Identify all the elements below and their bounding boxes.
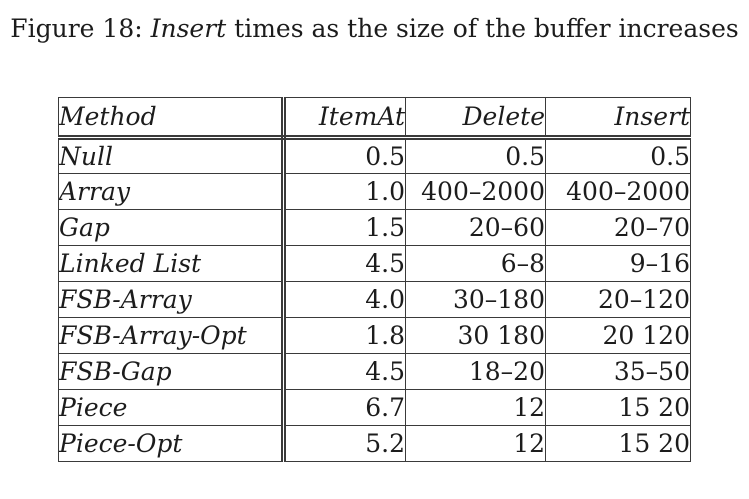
itemat-cell: 1.5 — [283, 209, 406, 246]
itemat-cell: 6.7 — [283, 389, 406, 426]
delete-cell: 12 — [405, 389, 546, 426]
table-row: FSB-Array 4.0 30–180 20–120 — [58, 281, 691, 318]
table-row: Piece 6.7 12 15 20 — [58, 389, 691, 426]
insert-cell: 15 20 — [545, 425, 691, 462]
itemat-cell: 5.2 — [283, 425, 406, 462]
table-row: Linked List 4.5 6–8 9–16 — [58, 245, 691, 282]
delete-cell: 0.5 — [405, 137, 546, 174]
method-cell: FSB-Array-Opt — [58, 317, 286, 354]
itemat-cell: 0.5 — [283, 137, 406, 174]
results-table: Method ItemAt Delete Insert Null 0.5 0.5 0.… — [58, 97, 691, 462]
table-row: Piece-Opt 5.2 12 15 20 — [58, 425, 691, 462]
method-cell: Linked List — [58, 245, 286, 282]
method-cell: Array — [58, 173, 286, 210]
header-delete: Delete — [405, 97, 546, 140]
insert-cell: 9–16 — [545, 245, 691, 282]
table-row: FSB-Array-Opt 1.8 30 180 20 120 — [58, 317, 691, 354]
delete-cell: 400–2000 — [405, 173, 546, 210]
delete-cell: 20–60 — [405, 209, 546, 246]
insert-cell: 0.5 — [545, 137, 691, 174]
insert-cell: 15 20 — [545, 389, 691, 426]
table-row: Gap 1.5 20–60 20–70 — [58, 209, 691, 246]
insert-cell: 20–120 — [545, 281, 691, 318]
insert-cell: 400–2000 — [545, 173, 691, 210]
itemat-cell: 1.8 — [283, 317, 406, 354]
header-method: Method — [58, 97, 286, 140]
delete-cell: 30 180 — [405, 317, 546, 354]
figure-caption: Figure 18: Insert times as the size of t… — [0, 13, 749, 45]
table-row: FSB-Gap 4.5 18–20 35–50 — [58, 353, 691, 390]
caption-emphasis: Insert — [150, 14, 227, 43]
caption-prefix: Figure 18: — [10, 14, 151, 43]
header-itemat: ItemAt — [283, 97, 406, 140]
itemat-cell: 1.0 — [283, 173, 406, 210]
method-cell: Piece-Opt — [58, 425, 286, 462]
method-cell: Gap — [58, 209, 286, 246]
delete-cell: 30–180 — [405, 281, 546, 318]
header-insert: Insert — [545, 97, 691, 140]
method-cell: FSB-Gap — [58, 353, 286, 390]
header-row: Method ItemAt Delete Insert — [58, 97, 691, 140]
table-row: Null 0.5 0.5 0.5 — [58, 137, 691, 174]
itemat-cell: 4.5 — [283, 353, 406, 390]
itemat-cell: 4.0 — [283, 281, 406, 318]
method-cell: FSB-Array — [58, 281, 286, 318]
method-cell: Piece — [58, 389, 286, 426]
itemat-cell: 4.5 — [283, 245, 406, 282]
delete-cell: 6–8 — [405, 245, 546, 282]
insert-cell: 35–50 — [545, 353, 691, 390]
delete-cell: 12 — [405, 425, 546, 462]
delete-cell: 18–20 — [405, 353, 546, 390]
table-row: Array 1.0 400–2000 400–2000 — [58, 173, 691, 210]
caption-suffix: times as the size of the buffer increase… — [226, 14, 739, 43]
insert-cell: 20 120 — [545, 317, 691, 354]
figure-container: Figure 18: Insert times as the size of t… — [0, 13, 749, 499]
method-cell: Null — [58, 137, 286, 174]
insert-cell: 20–70 — [545, 209, 691, 246]
